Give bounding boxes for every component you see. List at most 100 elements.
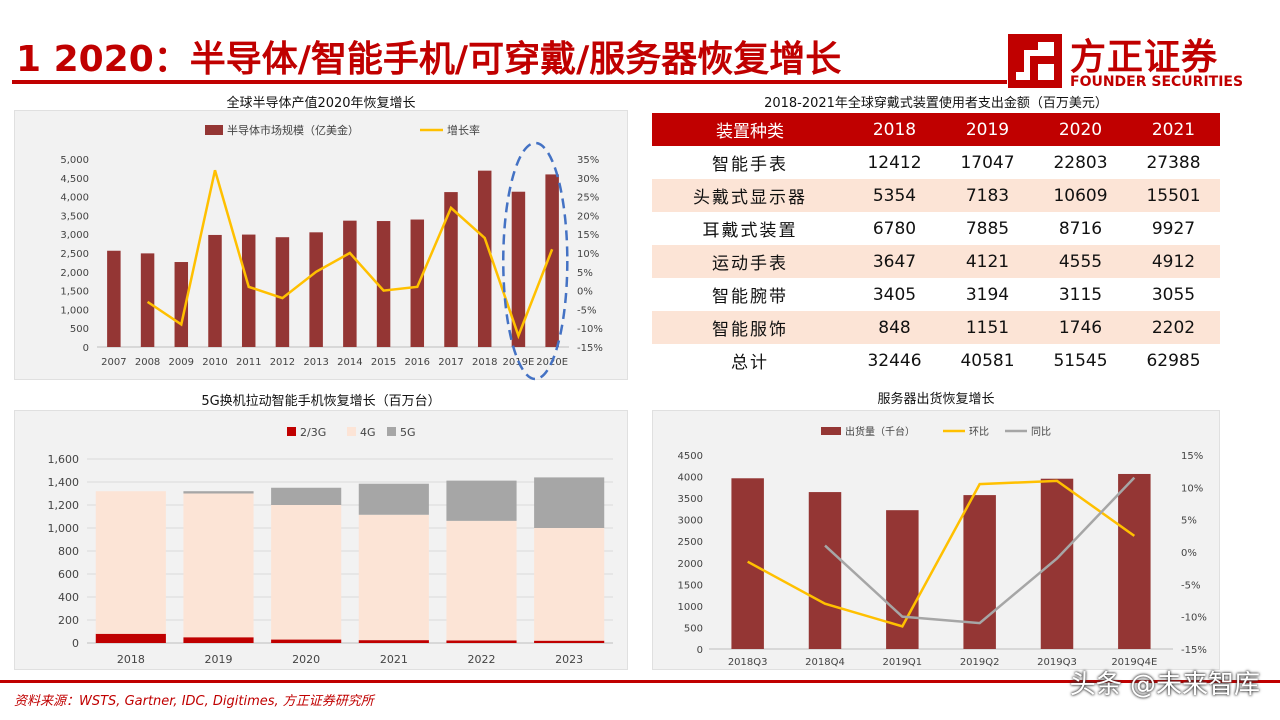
table-row: 耳戴式装置 6780 7885 8716 9927	[652, 212, 1220, 245]
x-tick-label: 2023	[555, 653, 583, 666]
table-cell: 8716	[1058, 218, 1103, 239]
y2-tick-label: 30%	[577, 174, 599, 185]
table-header-cell: 2018	[847, 113, 941, 146]
y-tick-label: 3,000	[60, 230, 89, 241]
stack-segment	[95, 633, 166, 643]
bar	[140, 253, 155, 347]
legend-swatch	[347, 427, 356, 436]
watermark: 头条 @未来智库	[1069, 670, 1260, 700]
stack-segment	[358, 483, 429, 515]
legend-label: 5G	[400, 426, 416, 439]
stack-segment	[534, 640, 605, 643]
phone-chart-svg: 0 200 400 600 800 1,000 1,200 1,400 1,600 2018 201…	[48, 426, 613, 666]
stack-segment	[446, 640, 517, 643]
y-tick-label: 1500	[678, 580, 703, 591]
table-row: 智能腕带 3405 3194 3115 3055	[652, 278, 1220, 311]
server-chart-svg: 0 500 1000 1500 2000 2500 3000 3500 4000 4500 -15%…	[678, 425, 1207, 668]
y2-tick-label: 10%	[1181, 483, 1203, 494]
y-tick-label: 1,000	[48, 522, 80, 535]
y2-tick-label: -15%	[577, 343, 603, 354]
y-tick-label: 0	[697, 645, 703, 656]
legend-label: 4G	[360, 426, 376, 439]
table-cell: 848	[847, 311, 941, 344]
table-cell: 4121	[940, 245, 1034, 278]
y-tick-label: 4500	[678, 451, 703, 462]
x-tick-label: 2016	[405, 357, 430, 368]
stack-segment	[446, 520, 517, 641]
table-cell: 头戴式显示器	[652, 179, 848, 212]
bar	[731, 478, 764, 649]
table-cell: 22803	[1053, 152, 1108, 173]
bar	[808, 492, 842, 649]
legend-swatch-bar	[205, 125, 223, 135]
bar	[511, 191, 526, 347]
table-row: 智能服饰 848 1151 1746 2202	[652, 311, 1220, 344]
stack-segment	[358, 514, 429, 641]
x-tick-label: 2022	[468, 653, 496, 666]
table-cell: 9927	[1151, 218, 1196, 239]
table-cell: 6780	[872, 218, 917, 239]
y2-tick-label: 15%	[577, 230, 599, 241]
table-header-cell: 装置种类	[652, 113, 848, 146]
y2-tick-label: -10%	[1181, 613, 1207, 624]
y2-tick-label: 20%	[577, 211, 599, 222]
y-tick-label: 200	[58, 614, 79, 627]
x-tick-label: 2019Q4E	[1111, 657, 1157, 668]
y-tick-label: 3000	[678, 516, 703, 527]
table-cell: 40581	[960, 350, 1015, 371]
x-tick-label: 2018	[472, 357, 497, 368]
y-tick-label: 400	[58, 591, 79, 604]
bar	[107, 250, 121, 347]
phone-chart: 0 200 400 600 800 1,000 1,200 1,400 1,600 2018 201…	[14, 410, 628, 670]
y2-tick-label: 5%	[1181, 516, 1197, 527]
bar	[545, 174, 559, 347]
y-tick-label: 1000	[678, 602, 703, 613]
title-rule	[12, 80, 1007, 84]
table-cell: 5354	[847, 179, 941, 212]
table-cell: 3647	[847, 245, 941, 278]
table-cell: 运动手表	[652, 245, 848, 278]
x-tick-label: 2014	[337, 357, 362, 368]
table-cell: 3194	[965, 284, 1010, 305]
y-tick-label: 1,200	[48, 499, 80, 512]
y-tick-label: 2500	[678, 537, 703, 548]
table-cell: 3055	[1151, 284, 1196, 305]
legend-label: 同比	[1031, 426, 1051, 438]
table-cell: 4555	[1033, 245, 1127, 278]
x-tick-label: 2007	[101, 357, 126, 368]
y2-tick-label: 15%	[1181, 451, 1203, 462]
highlight-ellipse	[502, 141, 569, 381]
y-tick-label: 1,500	[60, 287, 89, 298]
y2-tick-label: 35%	[577, 155, 599, 166]
table-cell: 51545	[1053, 350, 1108, 371]
stack-segment	[358, 640, 429, 643]
x-tick-label: 2020	[292, 653, 320, 666]
y-tick-label: 4,000	[60, 193, 89, 204]
stack-segment	[446, 480, 517, 521]
founder-logo-mark-icon	[1008, 34, 1062, 88]
table-cell: 智能腕带	[711, 287, 788, 307]
legend-label: 2/3G	[300, 426, 326, 439]
stack-segment	[534, 528, 605, 641]
y-tick-label: 4000	[678, 473, 703, 484]
x-tick-label: 2015	[371, 357, 396, 368]
stack-segment	[95, 491, 166, 634]
legend-swatch-bar	[821, 427, 841, 435]
table-cell: 62985	[1146, 350, 1201, 371]
semi-chart-svg: 0 500 1,000 1,500 2,000 2,500 3,000 3,500 4,000 4…	[60, 123, 603, 381]
legend-label: 半导体市场规模（亿美金）	[227, 123, 359, 137]
y-tick-label: 500	[70, 324, 89, 335]
stack-segment	[534, 477, 605, 528]
bar	[241, 234, 256, 347]
table-header-cell: 2020	[1033, 113, 1127, 146]
server-chart-title: 服务器出货恢复增长	[877, 392, 995, 407]
y-tick-label: 3,500	[60, 211, 89, 222]
wear-table-title: 2018-2021年全球穿戴式装置使用者支出金额（百万美元）	[764, 96, 1108, 111]
legend-label: 增长率	[447, 123, 480, 137]
table-cell: 总计	[730, 353, 769, 373]
stack-segment	[183, 637, 254, 643]
y-tick-label: 800	[58, 545, 79, 558]
table-cell: 1151	[940, 311, 1034, 344]
table-cell: 4912	[1126, 245, 1220, 278]
y2-tick-label: 5%	[577, 268, 593, 279]
